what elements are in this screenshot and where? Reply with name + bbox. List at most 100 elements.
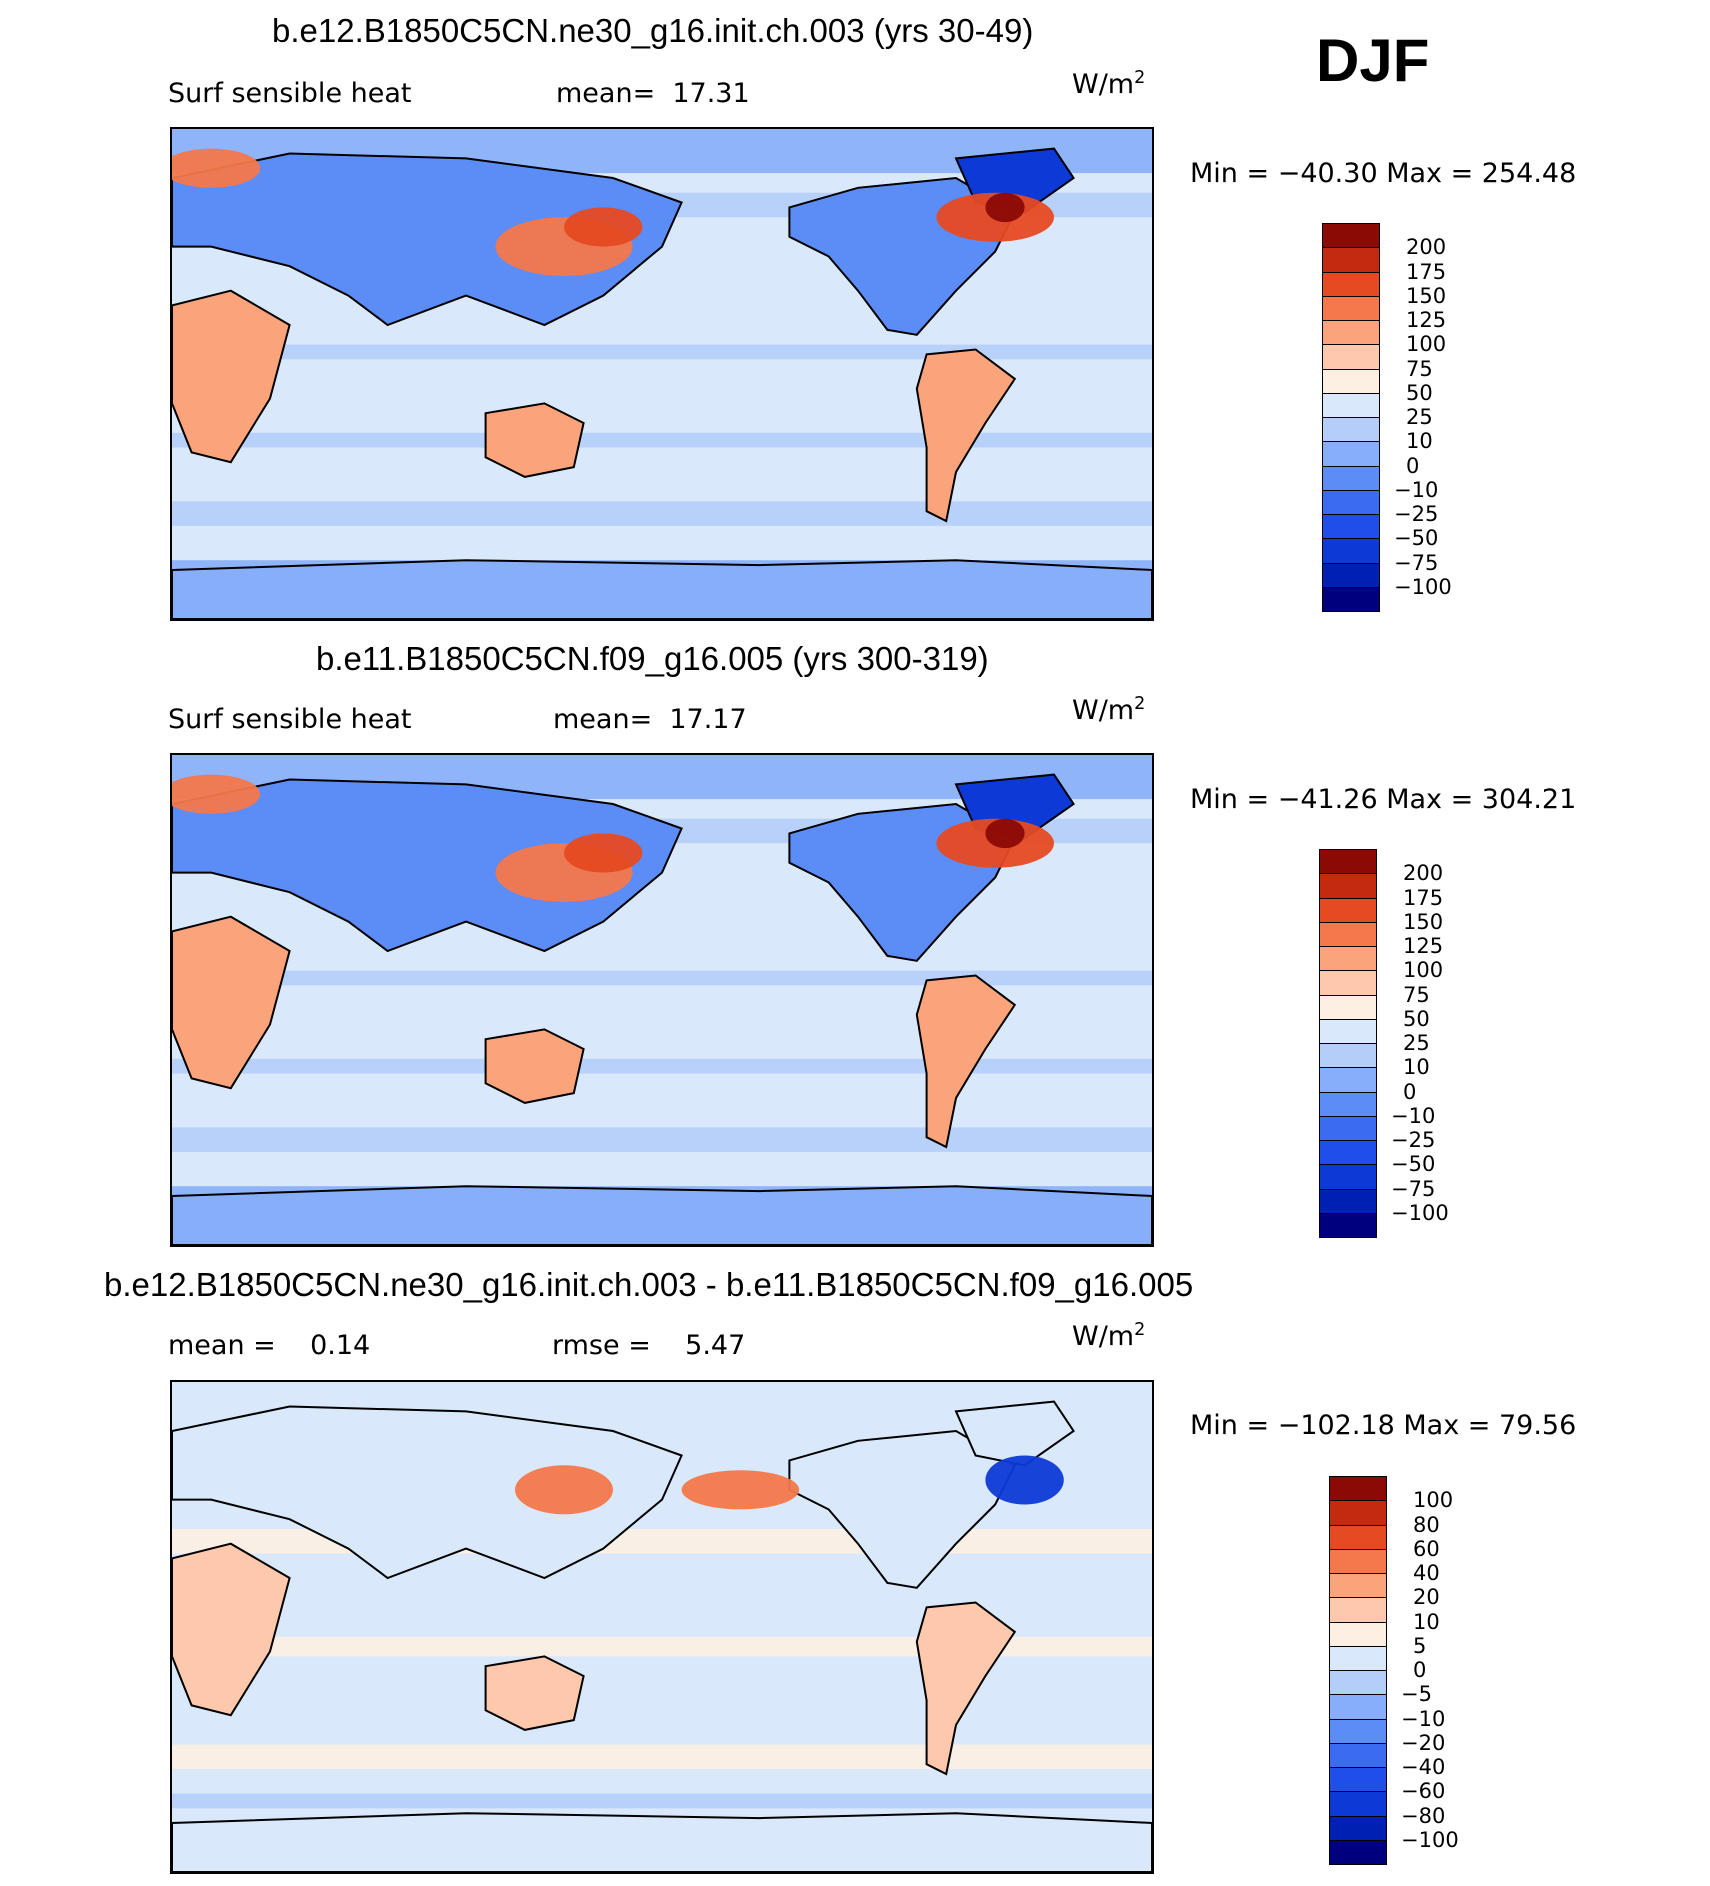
colorbar-tick-label: 50 (1406, 380, 1433, 405)
zonal-band (172, 1127, 1152, 1152)
south-america-landmass (915, 1601, 1017, 1776)
colorbar-box (1329, 1839, 1387, 1865)
africa-landmass (172, 289, 291, 464)
colorbar-box (1322, 514, 1380, 540)
panel-2-units: W/m2 (1072, 694, 1146, 726)
panel-2-minmax: Min = −41.26 Max = 304.21 (1190, 784, 1577, 815)
colorbar-tick-label: 0 (1413, 1658, 1427, 1682)
panel-1-mean: mean= 17.31 (556, 78, 750, 109)
colorbar-box (1319, 994, 1377, 1020)
panel-3-map (170, 1380, 1154, 1874)
colorbar-tick-label: 125 (1406, 308, 1447, 332)
map-field (172, 1382, 1152, 1872)
colorbar-tick-label: 100 (1403, 958, 1444, 983)
colorbar-tick-label: 10 (1406, 429, 1433, 454)
colorbar-tick-label: −10 (1394, 477, 1439, 502)
colorbar-box (1322, 562, 1380, 588)
panel-3-mean: mean = 0.14 (168, 1330, 371, 1361)
colorbar-tick-label: −5 (1401, 1682, 1432, 1707)
colorbar-box (1322, 368, 1380, 394)
colorbar-box (1329, 1621, 1387, 1647)
colorbar-box (1319, 1018, 1377, 1044)
africa-landmass (172, 915, 291, 1090)
colorbar-tick-label: 100 (1406, 332, 1447, 357)
eurasia-landmass (172, 778, 683, 953)
colorbar-tick-label: 75 (1406, 356, 1433, 381)
south-america-landmass (915, 348, 1017, 523)
panel-3-title: b.e12.B1850C5CN.ne30_g16.init.ch.003 - b… (104, 1266, 1194, 1303)
colorbar-tick-label: 10 (1413, 1609, 1440, 1634)
colorbar-tick-label: 150 (1403, 909, 1444, 934)
colorbar-box (1329, 1500, 1387, 1526)
colorbar-tick-label: 175 (1403, 885, 1444, 910)
colorbar-box (1319, 1164, 1377, 1190)
zonal-band (172, 432, 1152, 448)
heat-flux-anomaly (564, 833, 643, 873)
north-america-landmass (788, 1429, 1017, 1589)
colorbar-box (1329, 1815, 1387, 1841)
colorbar-box (1319, 946, 1377, 972)
colorbar-tick-label: −80 (1401, 1803, 1446, 1828)
colorbar-box (1322, 538, 1380, 564)
zonal-band (172, 1636, 1152, 1657)
colorbar-tick-label: −100 (1394, 574, 1452, 599)
colorbar-tick-label: −100 (1391, 1200, 1449, 1225)
colorbar-box (1329, 1476, 1387, 1502)
panel-1-map (170, 127, 1154, 621)
colorbar-tick-label: −100 (1401, 1827, 1459, 1852)
heat-flux-anomaly (172, 148, 261, 188)
colorbar-box (1322, 247, 1380, 273)
colorbar-tick-label: 200 (1406, 235, 1447, 260)
south-america-landmass (915, 974, 1017, 1149)
australia-landmass (484, 402, 585, 478)
colorbar-box (1329, 1597, 1387, 1623)
panel-1-title: b.e12.B1850C5CN.ne30_g16.init.ch.003 (yr… (272, 12, 1034, 49)
panel-3-units: W/m2 (1072, 1320, 1146, 1352)
panel-2-map (170, 753, 1154, 1247)
colorbar-tick-label: 60 (1413, 1536, 1440, 1561)
colorbar-tick-label: 0 (1403, 1079, 1417, 1104)
panel-2-colorbar: 200 175 150 125 100 75 50 25 10 0 −10 −25 −50 −75 −100 (1319, 849, 1449, 1238)
colorbar-box (1329, 1694, 1387, 1720)
antarctica-landmass (172, 559, 1152, 619)
panel-3-minmax: Min = −102.18 Max = 79.56 (1190, 1410, 1577, 1441)
colorbar-tick-label: 20 (1413, 1585, 1440, 1610)
zonal-band (172, 1744, 1152, 1770)
colorbar-tick-label: −40 (1401, 1755, 1446, 1779)
zonal-band (172, 1793, 1152, 1809)
zonal-band (172, 344, 1152, 360)
panel-1-units: W/m2 (1072, 68, 1146, 100)
colorbar-tick-label: 175 (1406, 259, 1447, 284)
colorbar-box (1329, 1670, 1387, 1696)
zonal-band (172, 970, 1152, 986)
colorbar-tick-label: −25 (1394, 502, 1439, 526)
colorbar-tick-label: 10 (1403, 1055, 1430, 1080)
map-field (172, 755, 1152, 1245)
colorbar-box (1319, 849, 1377, 875)
colorbar-tick-label: 125 (1403, 934, 1444, 958)
heat-flux-anomaly (681, 1470, 800, 1510)
colorbar-box (1319, 1188, 1377, 1214)
colorbar-tick-label: 50 (1403, 1006, 1430, 1031)
colorbar-box (1322, 344, 1380, 370)
panel-1-minmax: Min = −40.30 Max = 254.48 (1190, 158, 1577, 189)
colorbar-box (1319, 1091, 1377, 1117)
colorbar-box (1322, 417, 1380, 443)
colorbar-box (1322, 392, 1380, 418)
colorbar-box (1329, 1718, 1387, 1744)
colorbar-tick-label: 75 (1403, 982, 1430, 1007)
panel-3-rmse: rmse = 5.47 (552, 1330, 746, 1361)
colorbar-box (1322, 271, 1380, 297)
colorbar-box (1329, 1548, 1387, 1574)
colorbar-tick-label: −25 (1391, 1128, 1436, 1152)
colorbar-tick-label: 200 (1403, 861, 1444, 886)
colorbar-box (1319, 970, 1377, 996)
africa-landmass (172, 1542, 291, 1717)
colorbar-tick-label: −60 (1401, 1779, 1446, 1804)
colorbar-tick-label: 40 (1413, 1561, 1440, 1585)
eurasia-landmass (172, 1405, 683, 1580)
colorbar-box (1319, 1043, 1377, 1069)
colorbar-box (1319, 897, 1377, 923)
zonal-band (172, 1058, 1152, 1074)
colorbar-box (1329, 1767, 1387, 1793)
